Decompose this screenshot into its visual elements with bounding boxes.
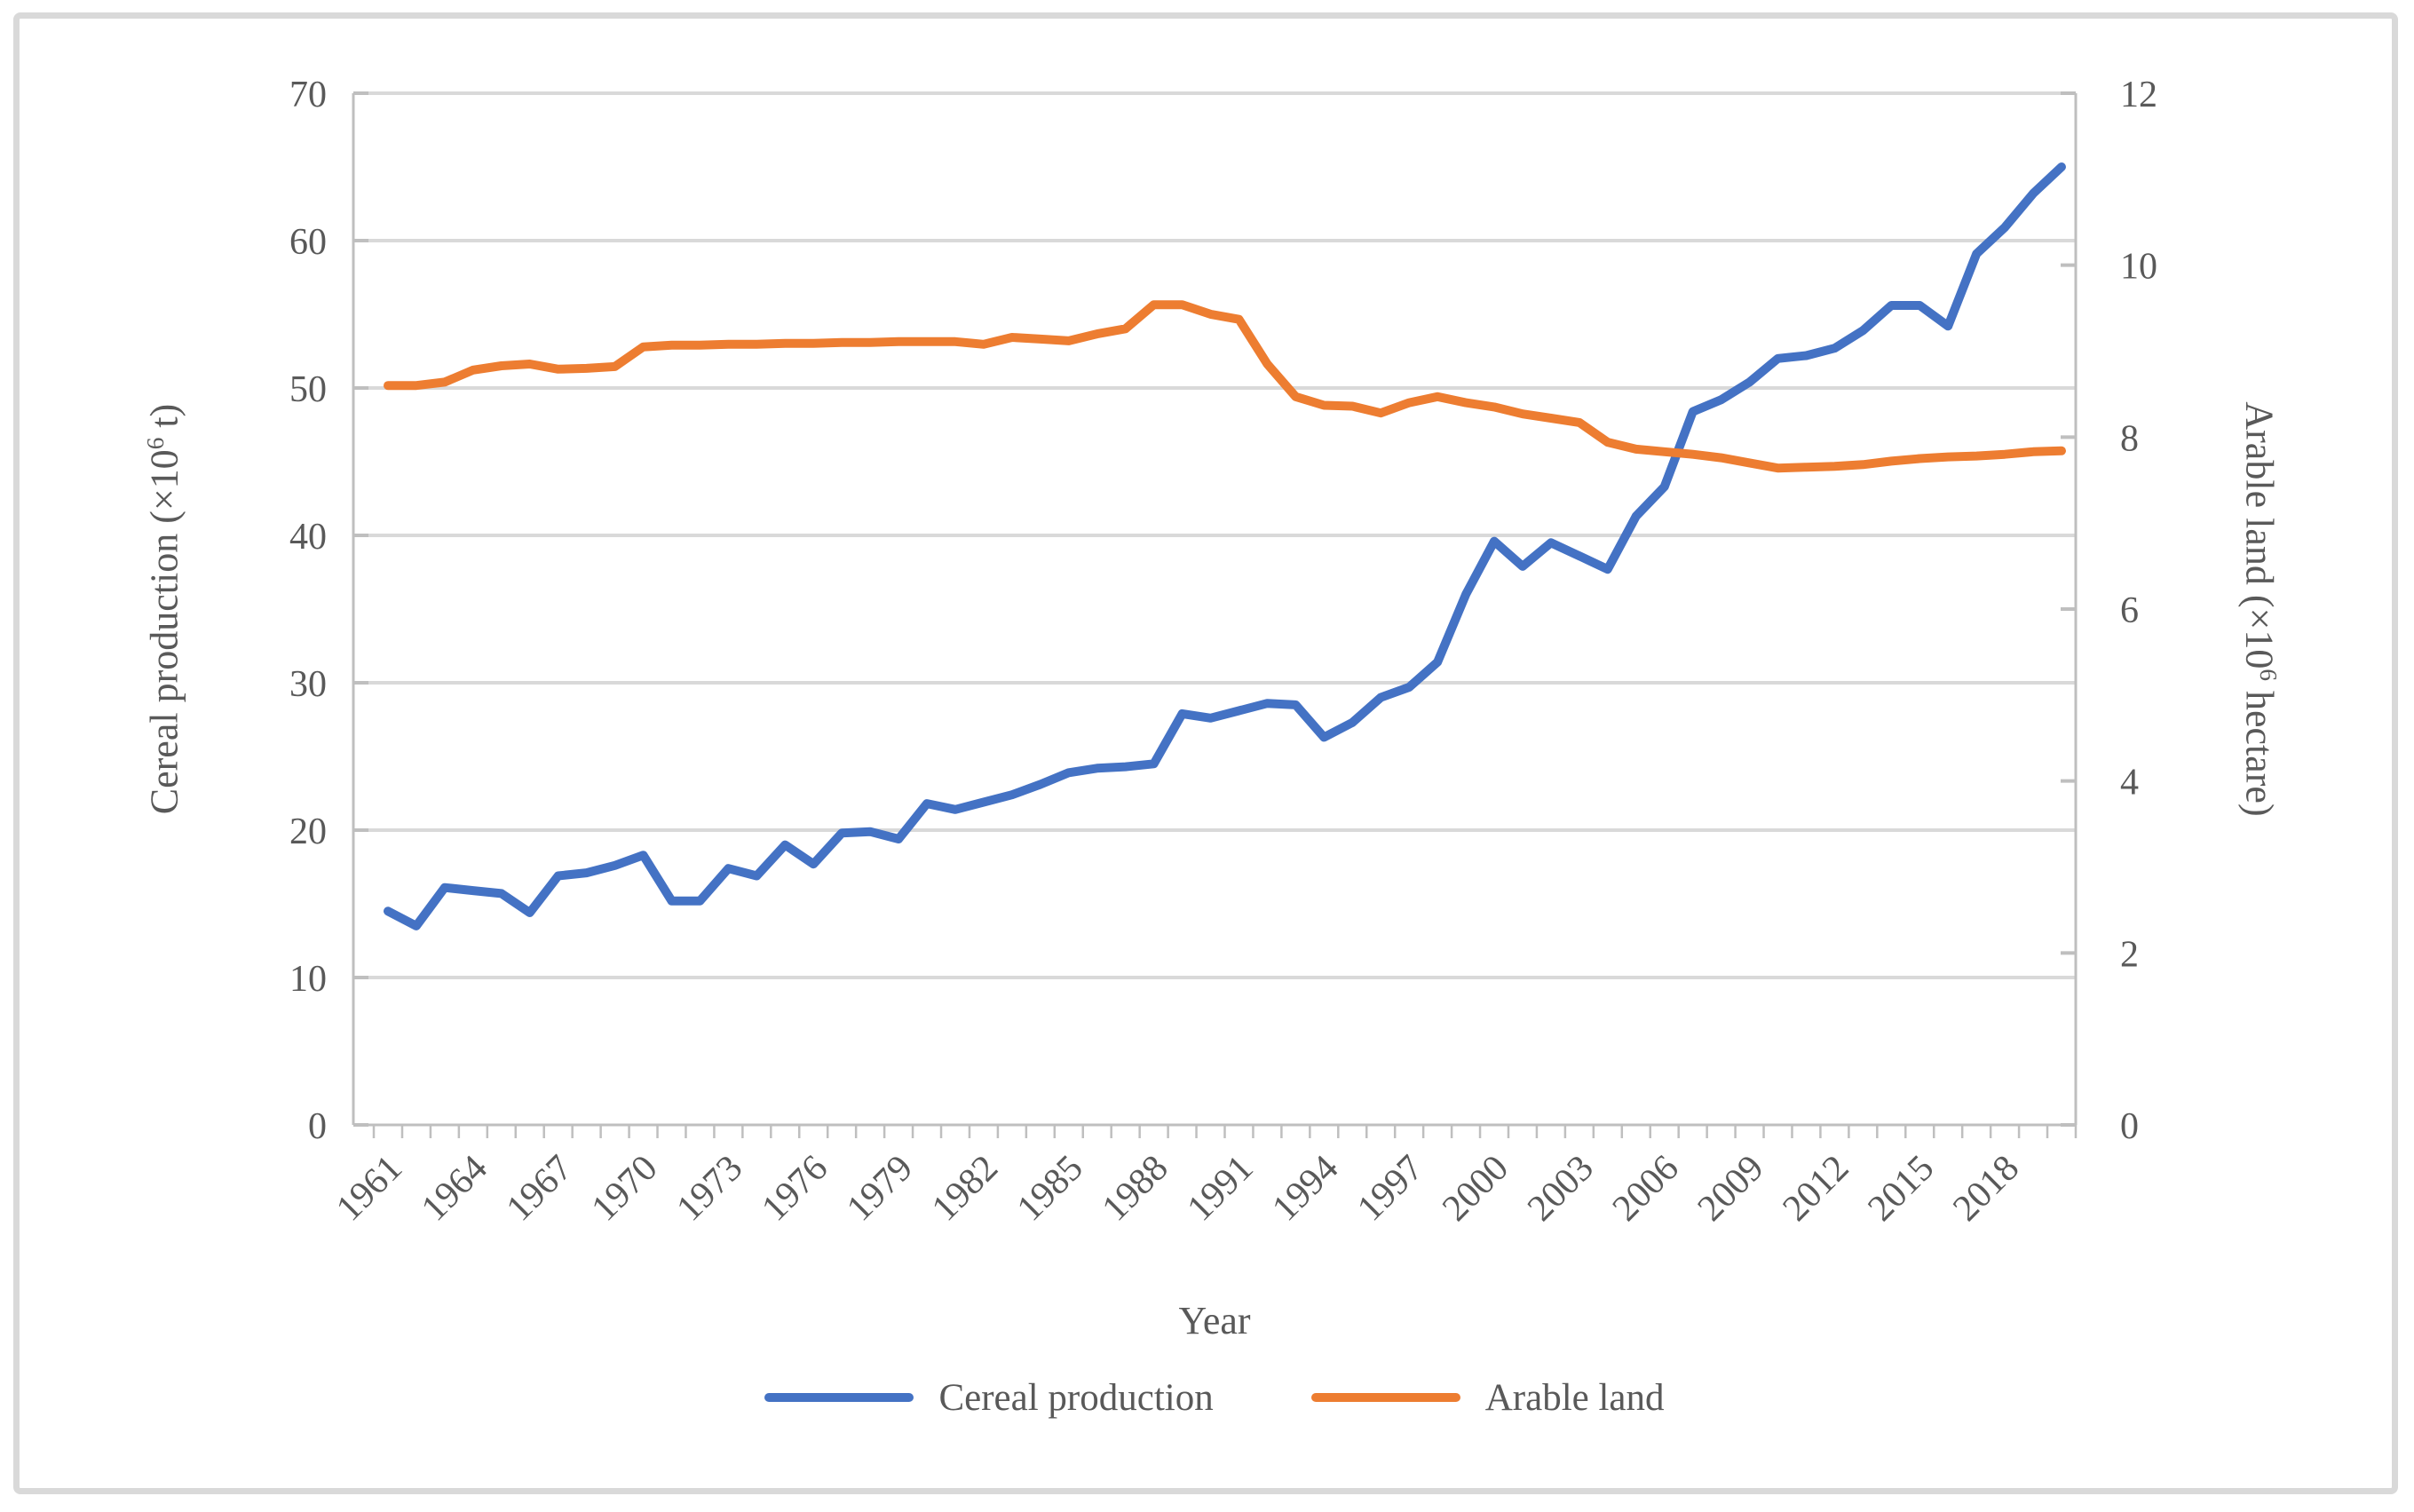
x-axis-title: Year: [1178, 1299, 1251, 1342]
x-tick-label: 1991: [1180, 1148, 1262, 1230]
figure-border: [13, 12, 2398, 1494]
x-tick-label: 1985: [1009, 1148, 1091, 1230]
x-tick-label: 2006: [1605, 1148, 1687, 1230]
legend-label: Arable land: [1484, 1376, 1665, 1419]
x-tick-label: 1997: [1349, 1148, 1431, 1230]
right-y-tick-label: 0: [2120, 1106, 2139, 1147]
left-y-tick-label: 60: [289, 222, 327, 263]
legend-line-swatch: [764, 1393, 914, 1402]
legend-line-swatch: [1310, 1393, 1460, 1402]
x-tick-label: 1961: [328, 1148, 410, 1230]
x-tick-label: 1973: [669, 1148, 751, 1230]
cereal-production-line: [384, 162, 2066, 930]
x-tick-label: 1967: [499, 1148, 581, 1230]
x-tick-label: 1988: [1095, 1148, 1176, 1230]
right-y-tick-label: 2: [2120, 934, 2139, 975]
x-tick-label: 1970: [584, 1148, 666, 1230]
right-y-tick-label: 8: [2120, 418, 2139, 459]
left-y-tick-label: 70: [289, 75, 327, 115]
left-y-tick-label: 50: [289, 369, 327, 410]
x-tick-label: 2012: [1776, 1148, 1857, 1230]
left-y-tick-label: 0: [308, 1106, 327, 1147]
left-axis-title-text: Cereal production (×10: [142, 449, 186, 815]
left-y-tick-label: 40: [289, 517, 327, 558]
right-y-tick-label: 6: [2120, 590, 2139, 631]
x-tick-label: 1982: [924, 1148, 1006, 1230]
x-tick-label: 2018: [1945, 1148, 2027, 1230]
left-y-tick-label: 10: [289, 959, 327, 1000]
x-tick-label: 2015: [1860, 1148, 1942, 1230]
arable-land-line: [384, 300, 2066, 473]
legend: Cereal production Arable land: [353, 1371, 2076, 1424]
right-y-tick-label: 10: [2120, 247, 2157, 288]
right-y-tick-label: 4: [2120, 763, 2139, 803]
x-tick-label: 1994: [1264, 1148, 1346, 1230]
x-tick-label: 1976: [754, 1148, 835, 1230]
x-tick-label: 1979: [839, 1148, 921, 1230]
x-tick-label: 1964: [414, 1148, 495, 1230]
right-axis-title-text: Arable land (×10: [2237, 401, 2282, 669]
left-y-tick-label: 20: [289, 811, 327, 852]
legend-label: Cereal production: [938, 1376, 1214, 1419]
legend-item-cereal-production: Cereal production: [764, 1376, 1214, 1419]
x-tick-label: 2000: [1435, 1148, 1516, 1230]
right-y-tick-label: 12: [2120, 75, 2157, 115]
x-tick-label: 2009: [1690, 1148, 1772, 1230]
legend-item-arable-land: Arable land: [1310, 1376, 1665, 1419]
x-tick-label: 2003: [1520, 1148, 1602, 1230]
left-y-tick-label: 30: [289, 664, 327, 705]
